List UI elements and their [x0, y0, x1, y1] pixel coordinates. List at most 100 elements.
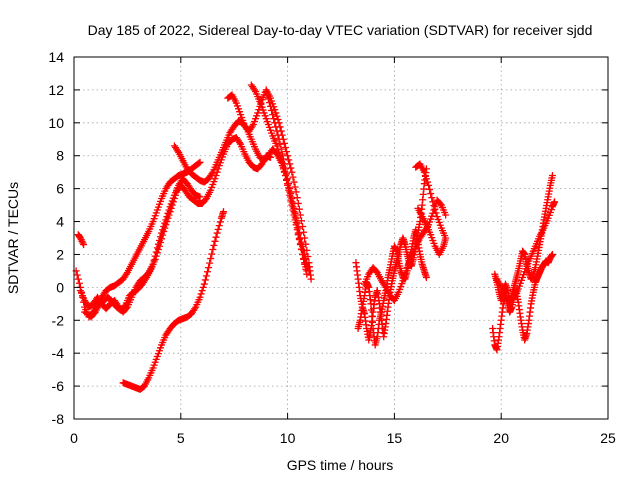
data-point [287, 190, 295, 198]
data-point [442, 211, 450, 219]
data-point [425, 181, 433, 189]
data-point [122, 270, 130, 278]
y-tick-label: 2 [56, 246, 64, 262]
data-point [202, 272, 210, 280]
data-point [427, 190, 435, 198]
data-point [216, 218, 224, 226]
data-point [297, 238, 305, 246]
data-point [289, 173, 297, 181]
data-point [273, 142, 281, 150]
data-point [288, 195, 296, 203]
data-point [281, 165, 289, 173]
y-tick-label: 4 [56, 214, 64, 230]
x-tick-label: 10 [280, 430, 296, 446]
data-point [290, 204, 298, 212]
data-point [304, 263, 312, 271]
data-point [196, 193, 204, 201]
data-point [299, 222, 307, 230]
data-point [155, 242, 163, 250]
series-group [262, 88, 313, 275]
y-tick-label: -4 [52, 345, 65, 361]
data-point [264, 95, 272, 103]
data-point [290, 178, 298, 186]
data-point [75, 279, 83, 287]
data-point [293, 194, 301, 202]
data-point [262, 88, 270, 96]
y-tick-label: -2 [52, 312, 65, 328]
data-point [269, 111, 277, 119]
data-point [170, 195, 178, 203]
data-point [207, 255, 215, 263]
data-point [280, 160, 288, 168]
data-point [254, 109, 262, 117]
y-tick-label: 14 [48, 49, 64, 65]
x-tick-label: 15 [387, 430, 403, 446]
data-point [152, 252, 160, 260]
x-tick-label: 25 [600, 430, 616, 446]
data-point [431, 205, 439, 213]
series-group [491, 171, 556, 305]
data-point [211, 175, 219, 183]
data-point [429, 198, 437, 206]
y-tick-label: 8 [56, 148, 64, 164]
x-tick-label: 0 [70, 430, 78, 446]
data-point [285, 180, 293, 188]
data-point [289, 199, 297, 207]
data-point [551, 198, 559, 206]
data-point [250, 86, 258, 94]
data-point [214, 225, 222, 233]
data-point [167, 204, 175, 212]
data-point [201, 276, 209, 284]
data-point [197, 290, 205, 298]
data-point [204, 268, 211, 276]
data-points [72, 81, 559, 393]
data-point [295, 229, 303, 237]
data-point [422, 175, 430, 183]
data-point [281, 144, 289, 151]
data-point [174, 147, 182, 155]
data-point [271, 106, 279, 114]
data-point [163, 218, 171, 226]
data-point [286, 185, 294, 193]
data-point [206, 259, 214, 267]
data-point [213, 229, 221, 237]
data-point [215, 222, 223, 230]
data-point [275, 135, 283, 143]
series-group [247, 81, 311, 275]
data-point [297, 217, 305, 225]
data-point [284, 152, 292, 160]
data-point [432, 209, 440, 217]
y-tick-label: -8 [52, 411, 65, 427]
data-point [399, 277, 407, 285]
data-point [270, 115, 278, 123]
data-point [283, 170, 291, 178]
data-point [73, 271, 81, 279]
data-point [211, 237, 219, 245]
data-point [301, 250, 309, 258]
data-point [272, 109, 280, 117]
data-point [80, 241, 88, 249]
data-point [191, 305, 199, 313]
data-point [299, 242, 307, 250]
data-point [428, 194, 436, 202]
data-point [171, 191, 179, 199]
data-point [421, 171, 429, 179]
data-point [285, 156, 293, 164]
data-point [164, 214, 172, 222]
data-point [300, 228, 308, 236]
data-point [263, 91, 271, 99]
data-point [402, 267, 410, 275]
data-point [381, 282, 389, 290]
data-point [292, 214, 300, 222]
data-point [280, 139, 288, 147]
data-point [205, 264, 213, 272]
grid-lines [74, 57, 608, 419]
data-point [276, 140, 284, 148]
data-point [120, 303, 128, 311]
data-point [422, 273, 430, 281]
data-point [274, 116, 282, 124]
data-point [294, 224, 302, 232]
data-point [209, 246, 217, 254]
